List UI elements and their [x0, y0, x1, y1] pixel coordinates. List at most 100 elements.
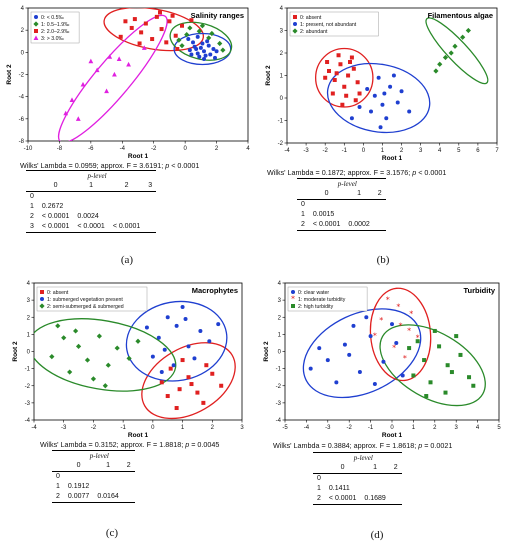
- data-point: [368, 334, 373, 339]
- data-point: *: [392, 344, 396, 353]
- table-header-row: p-level: [297, 178, 386, 189]
- chart-title: Macrophytes: [192, 286, 238, 295]
- table-cell: 0.0164: [93, 492, 123, 503]
- legend-marker: *: [291, 295, 295, 304]
- table-row-header: 2: [297, 220, 309, 231]
- y-tick-label: -1: [278, 119, 284, 125]
- x-tick-label: -4: [31, 425, 37, 431]
- y-tick-label: -2: [19, 73, 25, 79]
- table-corner: [297, 178, 309, 189]
- x-axis-label: Root 1: [382, 432, 403, 439]
- table-cell: [93, 472, 122, 483]
- stats-p-label: p: [418, 441, 423, 450]
- y-tick-label: 1: [27, 332, 31, 338]
- x-tick-label: 5: [457, 148, 461, 154]
- data-point: [186, 344, 191, 349]
- y-axis-label: Root 2: [263, 341, 270, 362]
- data-point: [67, 369, 73, 375]
- x-tick-label: 6: [476, 148, 480, 154]
- table-row: 2 < 0.0001 0.1689: [313, 494, 402, 505]
- data-point: [154, 14, 159, 19]
- data-point: [340, 102, 345, 107]
- x-tick-label: 3: [419, 148, 423, 154]
- data-point: [139, 30, 144, 35]
- data-point: [353, 98, 358, 103]
- data-point: [171, 363, 176, 368]
- stats-line: Wilks' Lambda = 0.1872; approx. F = 3.15…: [267, 168, 446, 177]
- y-tick-label: -1: [25, 367, 31, 373]
- data-point: [205, 39, 210, 44]
- x-tick-label: 3: [455, 425, 459, 431]
- data-point: [349, 55, 354, 60]
- table-row: 3 < 0.0001 < 0.0001 < 0.0001: [26, 222, 157, 233]
- data-point: [384, 116, 389, 121]
- data-point: [407, 109, 412, 114]
- table-header-row: p-level: [313, 452, 402, 463]
- data-point: [219, 383, 224, 388]
- data-point: [206, 35, 212, 41]
- y-tick-label: 2: [280, 51, 284, 57]
- caption: (c): [105, 527, 119, 539]
- table-cell: [64, 472, 93, 483]
- data-point: [365, 87, 370, 91]
- data-point: [448, 50, 454, 56]
- y-tick-label: -4: [25, 418, 31, 424]
- table-cell: [73, 192, 108, 203]
- chart-title: Salinity ranges: [191, 11, 244, 20]
- stats-suffix: < 0.0001: [169, 161, 200, 170]
- table-row-header: 1: [56, 483, 60, 490]
- legend-label: 0: absent: [47, 290, 69, 296]
- confidence-ellipse: [57, 14, 168, 141]
- data-point: [357, 370, 362, 375]
- chart-filamentous-algae: -4 -3 -2 -1 0 1 2 3 4 5 6 7 -2 -1 0 1 2 3 4 Root 1 Root 2 Fil…: [265, 6, 499, 162]
- data-point: [378, 125, 383, 130]
- confidence-ellipse: [314, 47, 374, 108]
- y-tick-label: 0: [278, 350, 282, 356]
- table-cell: [144, 222, 157, 233]
- table-col-header: 2: [108, 181, 145, 192]
- data-point: [395, 100, 400, 105]
- y-tick-label: 3: [280, 29, 284, 35]
- data-point: *: [396, 302, 400, 311]
- x-tick-label: 1: [412, 425, 416, 431]
- table-cell: < 0.0001: [41, 213, 70, 220]
- plot-area: [34, 300, 236, 420]
- table-cell: 0.1689: [360, 494, 390, 505]
- table-row-header: 2: [30, 213, 34, 220]
- panel-a: -10 -8 -6 -4 -2 0 2 4 -8 -6 -4 -2 0 2 4 Root 1 Root 2 Sal…: [0, 0, 255, 275]
- table-corner: [26, 170, 38, 181]
- data-point: [208, 52, 213, 57]
- confidence-ellipse: [103, 8, 205, 52]
- data-point: [143, 21, 148, 26]
- data-point: [63, 110, 69, 116]
- data-point: [214, 49, 219, 54]
- x-tick-label: 4: [438, 148, 442, 154]
- x-tick-label: -3: [303, 148, 309, 154]
- data-point: [175, 47, 180, 52]
- x-tick-label: 0: [362, 148, 366, 154]
- legend-box: [36, 286, 148, 312]
- table-col-header: 1: [344, 189, 374, 200]
- table-col-header: 2: [122, 461, 135, 472]
- table-cell: 0.0077: [63, 492, 94, 503]
- y-axis-label: Root 2: [6, 64, 13, 85]
- data-point: [189, 52, 194, 57]
- table-col-header: 3: [144, 181, 157, 192]
- data-point: [351, 323, 356, 328]
- data-point: [116, 56, 122, 61]
- y-tick-label: 2: [27, 315, 31, 321]
- data-point: [422, 358, 427, 363]
- legend-label: 3: > 3.0‰: [41, 36, 64, 42]
- data-point: [327, 69, 331, 73]
- legend-box: [30, 11, 80, 44]
- table-row: 0: [52, 472, 135, 483]
- table-cell: [374, 200, 386, 211]
- data-point: [443, 390, 448, 395]
- data-point: [69, 97, 75, 102]
- x-tick-label: 1: [181, 425, 185, 431]
- legend-label: 2: 2.0–2.9‰: [41, 29, 70, 35]
- legend-marker: [293, 22, 297, 26]
- x-tick-label: 2: [215, 146, 219, 152]
- data-point: [150, 354, 155, 359]
